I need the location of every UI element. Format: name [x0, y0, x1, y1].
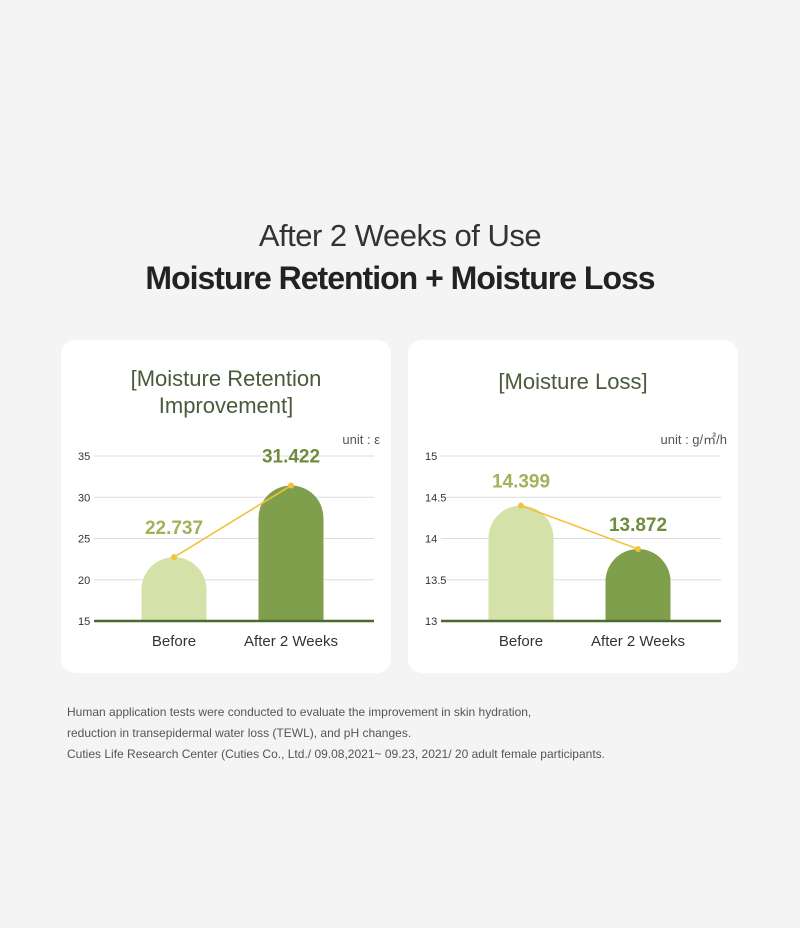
- heading: After 2 Weeks of Use Moisture Retention …: [0, 216, 800, 300]
- bar-before: [141, 557, 207, 621]
- data-label: 13.872: [609, 515, 667, 536]
- footnote-line: Human application tests were conducted t…: [67, 705, 532, 719]
- chart-card-retention: [Moisture Retention Improvement] unit : …: [61, 340, 391, 673]
- y-tick-label: 15: [425, 451, 437, 463]
- page-subtitle: After 2 Weeks of Use: [258, 218, 542, 253]
- y-tick-label: 14.5: [425, 492, 446, 504]
- chart-card-loss: [Moisture Loss] unit : g/㎡/h 13 13.5 14 14.5…: [408, 340, 738, 673]
- footnote-line: reduction in transepidermal water loss (…: [67, 726, 412, 740]
- trend-line: [520, 504, 639, 550]
- trend-point: [288, 482, 294, 489]
- footnote: Human application tests were conducted t…: [67, 702, 747, 765]
- y-tick-label: 13.5: [425, 575, 446, 587]
- data-label: 14.399: [492, 472, 550, 493]
- bar-before: [488, 505, 554, 621]
- x-tick-label: Before: [152, 633, 196, 650]
- data-label: 22.737: [145, 518, 203, 539]
- y-tick-label: 15: [78, 616, 90, 628]
- chart-loss: unit : g/㎡/h 13 13.5 14 14.5 15 14.399 13.872 Be…: [425, 432, 727, 650]
- trend-point: [171, 554, 177, 561]
- trend-point: [635, 546, 641, 553]
- footnote-line: Cuties Life Research Center (Cuties Co.,…: [67, 747, 605, 761]
- y-tick-label: 30: [78, 492, 90, 504]
- bar-after: [605, 549, 671, 621]
- trend-point: [518, 502, 524, 509]
- trend-line: [173, 484, 292, 558]
- x-tick-label: Before: [499, 633, 543, 650]
- page-title: Moisture Retention + Moisture Loss: [145, 260, 655, 296]
- x-tick-label: After 2 Weeks: [591, 633, 685, 650]
- y-tick-label: 13: [425, 616, 437, 628]
- chart-retention: unit : ε 15 20 25 30 35 22.737 31.422 Before Afte…: [78, 432, 380, 650]
- x-tick-label: After 2 Weeks: [244, 633, 338, 650]
- bar-after: [258, 485, 324, 621]
- unit-label: unit : ε: [342, 432, 380, 447]
- y-tick-label: 14: [425, 534, 437, 546]
- chart-title: [Moisture Retention Improvement]: [130, 366, 322, 418]
- data-label: 31.422: [262, 447, 320, 468]
- y-tick-label: 25: [78, 534, 90, 546]
- chart-title: [Moisture Loss]: [498, 369, 648, 394]
- unit-label: unit : g/㎡/h: [661, 432, 727, 447]
- y-tick-label: 35: [78, 451, 90, 463]
- y-tick-label: 20: [78, 575, 90, 587]
